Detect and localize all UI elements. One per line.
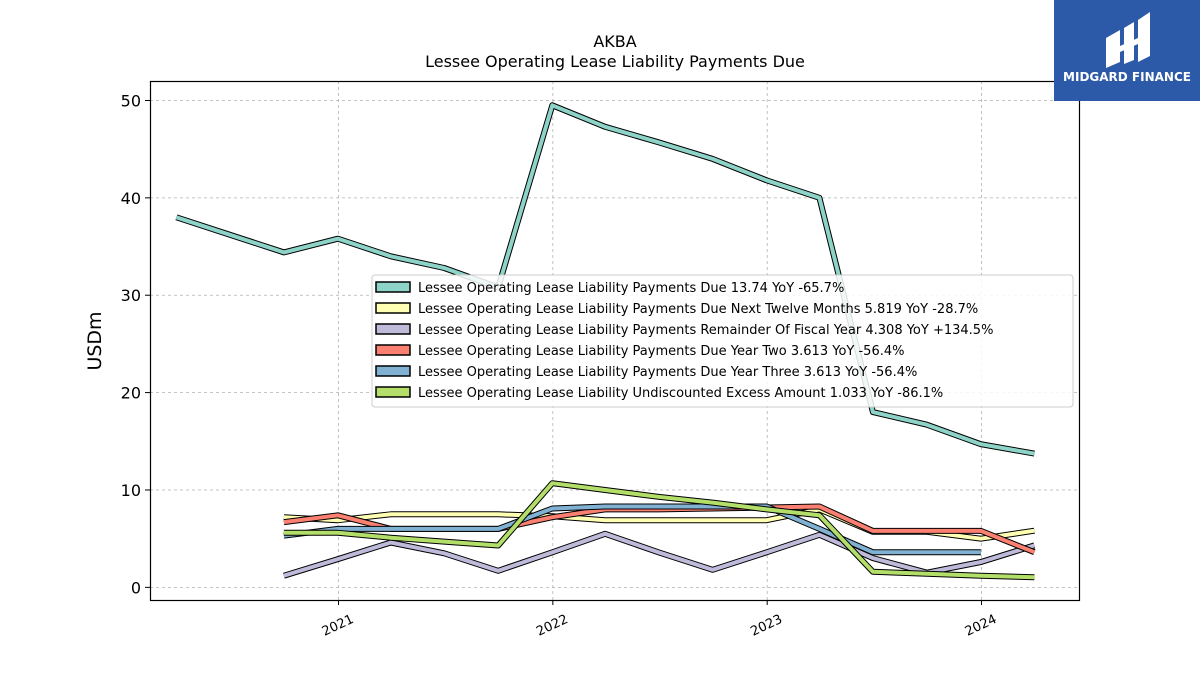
- y-tick-label: 50: [121, 91, 141, 110]
- series-line: [283, 481, 1035, 580]
- plot-frame: [149, 80, 1081, 602]
- legend-entry: Lessee Operating Lease Liability Payment…: [418, 365, 917, 380]
- y-axis-ticks: 0 10 20 30 40 50: [121, 91, 150, 597]
- x-axis-ticks: 2021 2022 2023 2024: [320, 600, 999, 640]
- series-lines: [175, 102, 1036, 581]
- legend-box: [371, 274, 1074, 408]
- x-tick-label: 2024: [963, 612, 999, 640]
- legend-entry: Lessee Operating Lease Liability Payment…: [418, 302, 978, 317]
- chart-ticker-title: AKBA: [593, 32, 637, 51]
- y-axis-label: USDm: [84, 311, 106, 370]
- series-line: [283, 504, 981, 555]
- series-3: [283, 530, 1036, 579]
- series-line: [175, 103, 1035, 456]
- legend-entry: Lessee Operating Lease Liability Undisco…: [418, 386, 943, 401]
- y-tick-label: 0: [131, 578, 141, 597]
- legend-swatch: [375, 281, 411, 293]
- legend-swatch: [375, 386, 411, 398]
- logo-mark-icon: [1106, 12, 1150, 68]
- series-1: [175, 102, 1035, 457]
- x-tick-label: 2021: [320, 612, 356, 640]
- legend-swatch: [375, 344, 411, 356]
- brand-logo: MIDGARD FINANCE: [1054, 0, 1200, 101]
- x-tick-label: 2022: [534, 612, 570, 640]
- y-tick-label: 10: [121, 481, 141, 500]
- series-5: [283, 503, 981, 556]
- series-line: [283, 531, 1035, 578]
- legend-swatch: [375, 302, 411, 314]
- legend-swatch: [375, 323, 411, 335]
- chart-title: Lessee Operating Lease Liability Payment…: [425, 52, 805, 71]
- y-tick-label: 20: [121, 384, 141, 403]
- x-tick-label: 2023: [749, 612, 785, 640]
- series-2: [283, 506, 1035, 542]
- y-tick-label: 30: [121, 286, 141, 305]
- legend-entry: Lessee Operating Lease Liability Payment…: [418, 344, 904, 359]
- logo-text: MIDGARD FINANCE: [1063, 70, 1191, 84]
- series-6: [283, 480, 1035, 581]
- legend-entry: Lessee Operating Lease Liability Payment…: [418, 281, 844, 296]
- y-tick-label: 40: [121, 189, 141, 208]
- legend: Lessee Operating Lease Liability Payment…: [371, 274, 1074, 408]
- legend-swatch: [375, 365, 411, 377]
- legend-entry: Lessee Operating Lease Liability Payment…: [418, 323, 993, 338]
